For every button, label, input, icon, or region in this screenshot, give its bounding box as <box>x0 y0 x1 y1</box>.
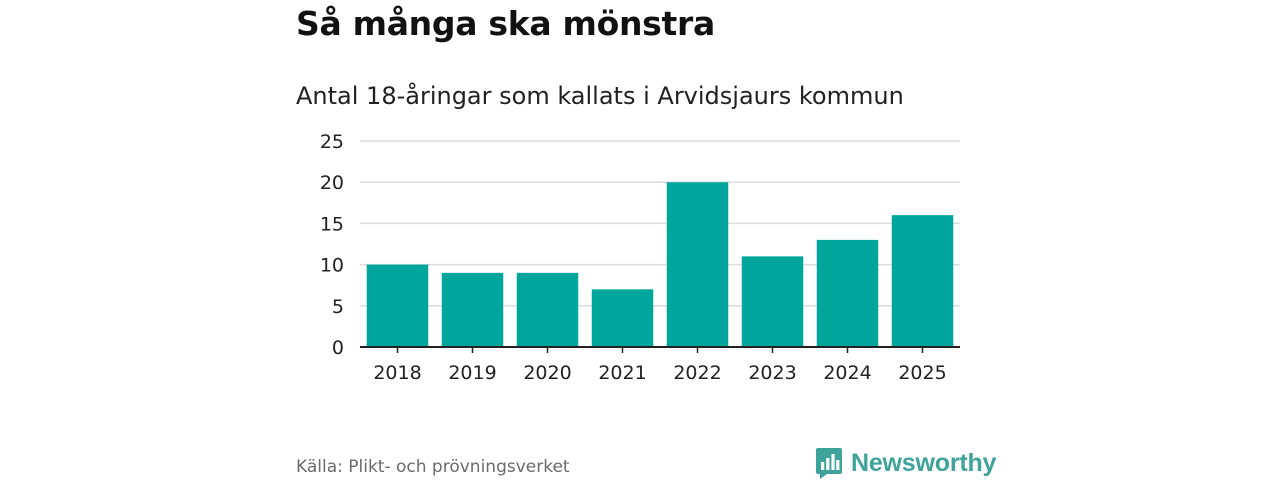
x-tick-label: 2025 <box>898 362 946 384</box>
bar-2023[interactable] <box>741 256 804 347</box>
y-tick-label: 25 <box>320 131 344 153</box>
y-tick-label: 0 <box>332 337 344 359</box>
y-tick-label: 5 <box>332 296 344 318</box>
bar-2020[interactable] <box>516 272 579 347</box>
x-tick-label: 2024 <box>823 362 871 384</box>
x-tick-label: 2020 <box>523 362 571 384</box>
chart-title: Så många ska mönstra <box>296 4 715 43</box>
x-tick-label: 2018 <box>373 362 421 384</box>
x-tick-label: 2022 <box>673 362 721 384</box>
brand-logo[interactable]: Newsworthy <box>815 446 996 480</box>
y-tick-label: 15 <box>320 213 344 235</box>
brand-name: Newsworthy <box>851 448 997 477</box>
y-tick-label: 10 <box>320 255 344 277</box>
x-axis-ticks: 2018 2019 2020 2021 2022 2023 2024 2025 <box>373 347 947 384</box>
bar-2025[interactable] <box>891 215 954 347</box>
bars <box>366 182 954 347</box>
x-tick-label: 2023 <box>748 362 796 384</box>
bar-2024[interactable] <box>816 239 879 347</box>
chart-subtitle: Antal 18-åringar som kallats i Arvidsjau… <box>296 82 904 110</box>
bar-2019[interactable] <box>441 272 504 347</box>
x-tick-label: 2021 <box>598 362 646 384</box>
bar-2018[interactable] <box>366 264 429 347</box>
source-note: Källa: Plikt- och prövningsverket <box>296 457 570 477</box>
x-tick-label: 2019 <box>448 362 496 384</box>
bar-2022[interactable] <box>666 182 729 347</box>
y-axis-ticks: 0 5 10 15 20 25 <box>320 131 344 359</box>
y-tick-label: 20 <box>320 172 344 194</box>
bar-2021[interactable] <box>591 289 654 347</box>
newsworthy-logo-icon <box>816 448 842 479</box>
